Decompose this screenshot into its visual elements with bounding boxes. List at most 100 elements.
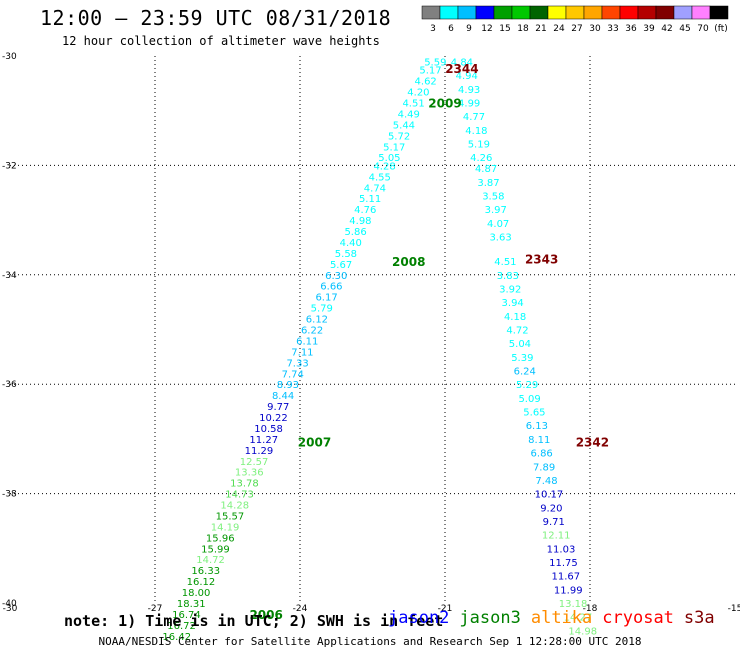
colorbar-swatch: [655, 5, 675, 20]
colorbar-label: 3: [430, 24, 436, 34]
swh-value-track-a: 18.31: [177, 599, 206, 610]
swh-value-track-b: 4.87: [475, 164, 497, 175]
swh-value-track-a: 16.72: [167, 621, 196, 632]
swh-value-track-b: 14.98: [568, 626, 597, 637]
colorbar-label: 6: [448, 24, 454, 34]
y-tick-label: -40: [2, 599, 17, 609]
x-tick-label: -30: [3, 604, 18, 614]
swh-value-track-a: 4.28: [373, 161, 395, 172]
swh-value-track-b: 6.86: [531, 449, 553, 460]
swh-value-track-b: 4.84: [451, 57, 473, 68]
colorbar-label: 39: [643, 24, 655, 34]
colorbar-swatch: [565, 5, 585, 20]
swh-value-track-b: 3.92: [499, 284, 521, 295]
colorbar-label: 45: [679, 24, 690, 34]
swh-value-track-a: 14.19: [211, 522, 240, 533]
colorbar-label: (ft): [714, 24, 728, 34]
swh-value-track-a: 5.67: [330, 260, 352, 271]
colorbar-label: 21: [535, 24, 546, 34]
swh-value-track-a: 13.36: [235, 468, 264, 479]
colorbar-swatch: [421, 5, 441, 20]
swh-value-track-b: 3.94: [502, 298, 524, 309]
swh-value-track-a: 10.22: [259, 413, 288, 424]
swh-value-track-a: 14.72: [196, 555, 225, 566]
swh-value-track-a: 4.55: [369, 172, 391, 183]
y-tick-label: -30: [2, 52, 17, 62]
colorbar-label: 12: [481, 24, 492, 34]
colorbar-label: 18: [517, 24, 529, 34]
swh-value-track-a: 4.51: [402, 98, 424, 109]
swh-value-track-b: 4.18: [504, 312, 526, 323]
swh-value-track-a: 5.05: [378, 153, 400, 164]
swh-value-track-b: 5.19: [468, 140, 490, 151]
swh-value-track-a: 14.28: [220, 501, 249, 512]
swh-value-track-b: 6.24: [514, 367, 536, 378]
swh-value-track-a: 15.99: [201, 544, 230, 555]
time-label: 2006: [249, 608, 282, 622]
swh-value-track-a: 5.17: [383, 142, 405, 153]
satellite-legend: jason2 jason3 altika cryosat s3a: [388, 608, 725, 628]
swh-value-track-b: 3.83: [497, 271, 519, 282]
swh-value-track-b: 14.27: [564, 613, 593, 624]
time-label: 2343: [525, 252, 558, 266]
swh-value-track-b: 12.11: [542, 531, 571, 542]
swh-value-track-a: 5.72: [388, 131, 410, 142]
colorbar-swatch: [529, 5, 549, 20]
swh-value-track-a: 4.76: [354, 205, 376, 216]
swh-value-track-b: 9.20: [540, 503, 562, 514]
swh-value-track-a: 6.12: [306, 315, 328, 326]
y-tick-label: -38: [2, 490, 17, 500]
swh-value-track-a: 5.58: [335, 249, 357, 260]
footer-credit: NOAA/NESDIS Center for Satellite Applica…: [98, 635, 642, 648]
swh-value-track-b: 9.71: [543, 517, 565, 528]
swh-value-track-b: 4.72: [506, 326, 528, 337]
swh-value-track-a: 4.62: [415, 77, 437, 88]
swh-value-track-a: 6.22: [301, 326, 323, 337]
swh-value-track-b: 5.29: [516, 380, 538, 391]
swh-value-track-a: 16.42: [162, 632, 191, 643]
swh-value-track-b: 4.77: [463, 112, 485, 123]
swh-value-track-a: 18.00: [182, 588, 211, 599]
swh-value-track-a: 6.66: [320, 282, 342, 293]
swh-value-track-a: 13.78: [230, 479, 259, 490]
colorbar-label: 36: [625, 24, 637, 34]
swh-value-track-b: 5.04: [509, 339, 531, 350]
swh-value-track-a: 10.58: [254, 424, 283, 435]
colorbar-swatch: [583, 5, 603, 20]
swh-value-track-a: 15.96: [206, 533, 235, 544]
swh-value-track-b: 11.75: [549, 558, 578, 569]
swh-value-track-b: 4.99: [458, 98, 480, 109]
colorbar-swatch: [709, 5, 729, 20]
x-tick-label: -24: [293, 604, 308, 614]
swh-value-track-a: 5.86: [344, 227, 366, 238]
swh-value-track-b: 11.03: [547, 544, 576, 555]
swh-value-track-a: 6.11: [296, 336, 318, 347]
swh-value-track-a: 16.12: [187, 577, 216, 588]
satellite-altika: altika: [530, 608, 593, 628]
swh-value-track-a: 11.27: [249, 435, 278, 446]
swh-value-track-a: 6.30: [325, 271, 347, 282]
swh-value-track-a: 7.11: [291, 347, 313, 358]
x-tick-label: -27: [148, 604, 163, 614]
colorbar-swatch: [457, 5, 477, 20]
swh-value-track-a: 15.57: [216, 511, 245, 522]
swh-value-track-b: 4.93: [458, 85, 480, 96]
swh-value-track-b: 7.89: [533, 462, 555, 473]
satellite-s3a: s3a: [683, 608, 715, 628]
satellite-cryosat: cryosat: [602, 608, 674, 628]
swh-value-track-b: 5.65: [523, 408, 545, 419]
swh-value-track-b: 4.18: [465, 126, 487, 137]
chart-subtitle: 12 hour collection of altimeter wave hei…: [62, 34, 380, 48]
satellite-jason3: jason3: [459, 608, 521, 628]
colorbar-label: 15: [499, 24, 510, 34]
y-tick-label: -34: [2, 271, 17, 281]
colorbar-label: 24: [553, 24, 565, 34]
swh-value-track-b: 11.67: [552, 572, 581, 583]
swh-value-track-a: 4.98: [349, 216, 371, 227]
time-label: 2344: [445, 62, 478, 76]
swh-value-track-a: 5.17: [419, 66, 441, 77]
swh-value-track-a: 12.57: [240, 457, 269, 468]
swh-value-track-a: 7.74: [282, 369, 304, 380]
swh-value-track-b: 10.17: [535, 490, 564, 501]
